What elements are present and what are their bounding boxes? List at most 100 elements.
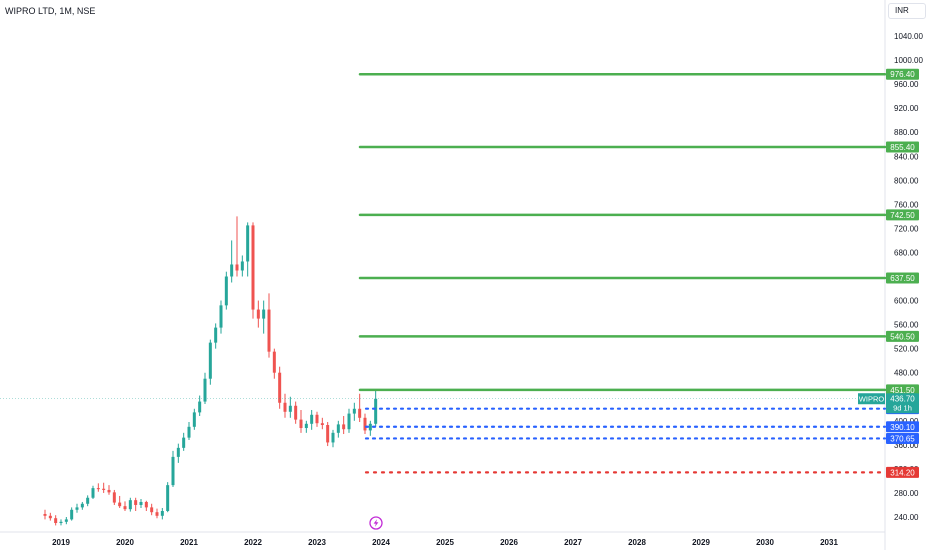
stop-level-tag [886, 466, 919, 478]
target-level-label: 742.50 [890, 211, 915, 220]
candle-body [267, 309, 271, 352]
target-level-tag [886, 384, 919, 396]
candle [64, 517, 68, 525]
candle-body [304, 423, 308, 429]
candle [139, 498, 143, 508]
support-level-label: 370.65 [890, 434, 915, 443]
candle [208, 339, 212, 385]
candle-body [43, 513, 47, 516]
symbol-label: WIPRO [859, 395, 885, 404]
currency-selector[interactable]: INR [888, 3, 926, 19]
candle [59, 519, 63, 526]
candle-body [246, 225, 250, 262]
candle-body [219, 305, 223, 328]
candle [155, 508, 159, 519]
candle-body [139, 501, 143, 505]
candle [310, 409, 314, 430]
y-tick-label: 920.00 [894, 104, 919, 113]
candle [80, 501, 84, 510]
candle [315, 411, 319, 427]
candle-body [320, 423, 324, 426]
support-level-label: 390.10 [890, 423, 915, 432]
candle [272, 348, 276, 379]
candle-body [336, 424, 340, 433]
candle [192, 408, 196, 430]
candle-body [182, 437, 186, 448]
candle [107, 485, 111, 495]
candle [304, 420, 308, 433]
y-tick-label: 800.00 [894, 176, 919, 185]
candle-body [176, 447, 180, 457]
candle-body [160, 510, 164, 516]
candle [144, 500, 148, 511]
x-tick-label: 2024 [372, 538, 390, 547]
candle [48, 512, 52, 521]
y-tick-label: 720.00 [894, 224, 919, 233]
candle [230, 240, 234, 283]
x-tick-label: 2025 [436, 538, 454, 547]
symbol-title[interactable]: WIPRO LTD, 1M, NSE [5, 6, 96, 16]
candle [267, 293, 271, 358]
candle [352, 402, 356, 421]
y-tick-label: 600.00 [894, 297, 919, 306]
candle [112, 489, 116, 505]
candle-body [256, 309, 260, 319]
candle [198, 395, 202, 416]
target-level-label: 976.40 [890, 70, 915, 79]
candle [91, 485, 95, 499]
candle-body [262, 309, 266, 319]
candle-body [331, 432, 335, 443]
candle [368, 420, 372, 436]
candle [326, 422, 330, 447]
candle-body [363, 417, 367, 431]
candle-body [70, 509, 74, 520]
candle [251, 222, 255, 319]
candle [96, 483, 100, 492]
candle [299, 409, 303, 433]
candle [320, 417, 324, 430]
y-tick-label: 960.00 [894, 80, 919, 89]
candle [70, 507, 74, 521]
y-tick-label: 840.00 [894, 152, 919, 161]
candle [246, 222, 250, 277]
y-tick-label: 520.00 [894, 345, 919, 354]
candle-body [347, 413, 351, 430]
candle-body [48, 515, 52, 519]
candle [166, 482, 170, 513]
candle [331, 429, 335, 448]
candle-body [235, 264, 239, 271]
candle-body [80, 503, 84, 508]
target-level-label: 540.50 [890, 332, 915, 341]
candle-body [272, 351, 276, 373]
candle [86, 495, 90, 507]
candle-body [128, 500, 132, 510]
candle [294, 401, 298, 424]
candle [262, 300, 266, 334]
candle-body [134, 500, 138, 505]
candle [358, 393, 362, 423]
x-tick-label: 2019 [52, 538, 70, 547]
candle [278, 366, 282, 409]
y-tick-label: 760.00 [894, 200, 919, 209]
x-tick-label: 2027 [564, 538, 582, 547]
candle-body [198, 401, 202, 413]
candle-body [374, 398, 378, 424]
candle-body [59, 521, 63, 524]
candle [182, 432, 186, 451]
candle [219, 300, 223, 334]
lightning-icon[interactable] [369, 516, 383, 530]
y-tick-label: 280.00 [894, 489, 919, 498]
last-price-tag [886, 393, 919, 414]
candle-body [187, 426, 191, 438]
candle-body [342, 424, 346, 430]
y-tick-label: 880.00 [894, 128, 919, 137]
x-tick-label: 2022 [244, 538, 262, 547]
candle-body [283, 402, 287, 412]
target-level-tag [886, 330, 919, 342]
candle [150, 503, 154, 516]
x-tick-label: 2028 [628, 538, 646, 547]
target-level-label: 451.50 [890, 386, 915, 395]
x-tick-label: 2021 [180, 538, 198, 547]
candle [54, 515, 58, 526]
